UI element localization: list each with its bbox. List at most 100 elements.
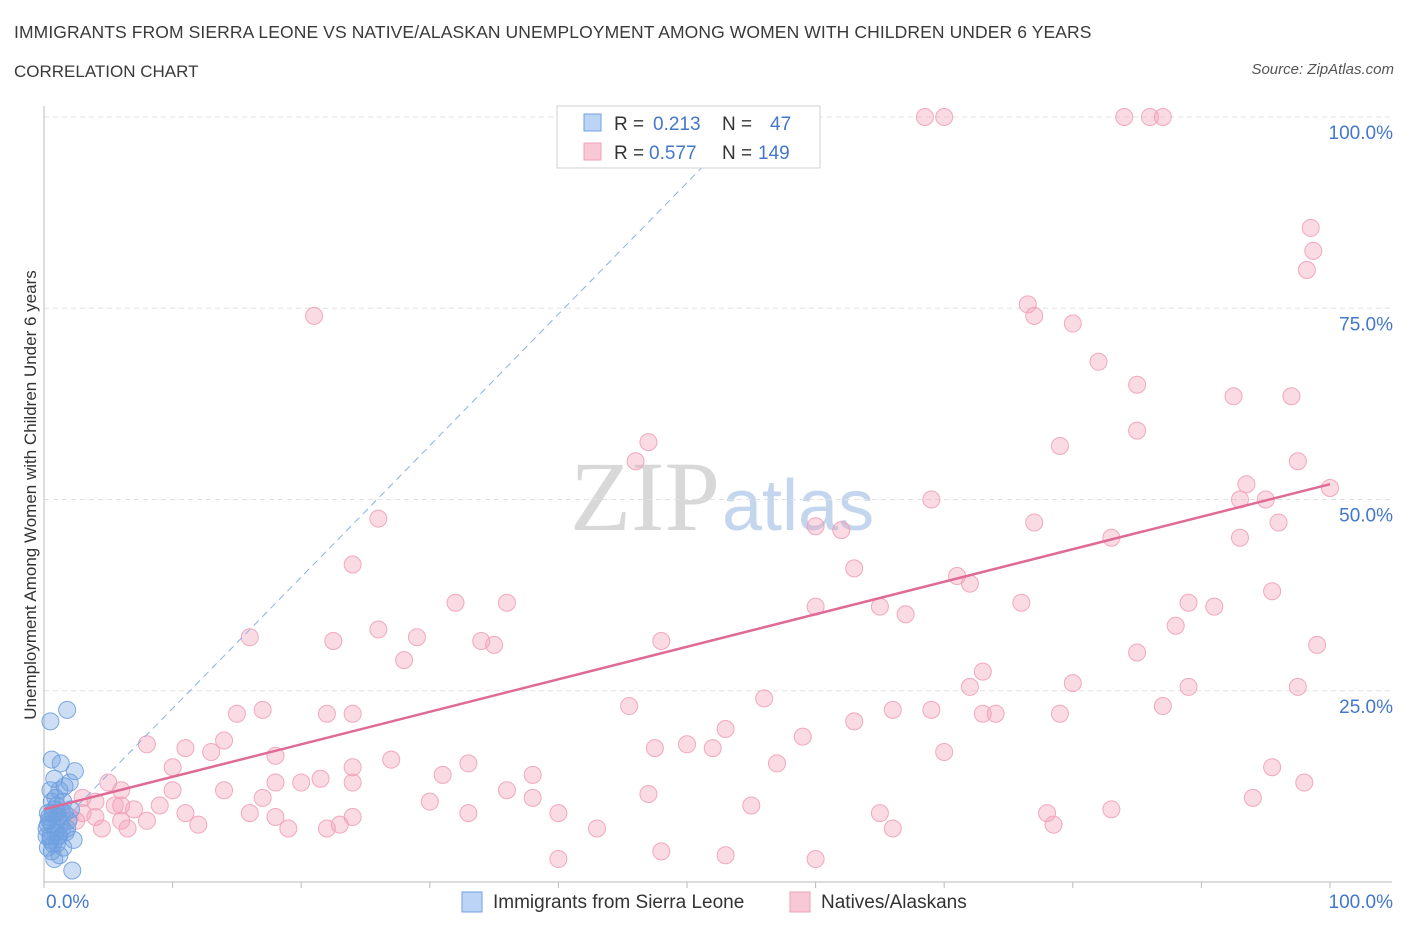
- stats-r-value: 0.577: [649, 143, 697, 164]
- point-natives-66: [343, 704, 362, 723]
- stats-n-value: 149: [758, 143, 790, 164]
- point-sierra-leone-45: [47, 811, 66, 830]
- point-natives-124: [523, 788, 542, 807]
- point-natives-13: [1018, 295, 1037, 314]
- point-natives-135: [459, 804, 478, 823]
- point-natives-127: [870, 804, 889, 823]
- point-natives-141: [935, 742, 954, 761]
- point-sierra-leone-4: [65, 762, 84, 781]
- point-natives-70: [986, 704, 1005, 723]
- point-natives-134: [1044, 815, 1063, 834]
- point-natives-46: [896, 605, 915, 624]
- point-natives-82: [137, 735, 156, 754]
- y-tick-label-1: 50.0%: [1339, 506, 1393, 527]
- point-natives-65: [317, 704, 336, 723]
- point-natives-34: [343, 555, 362, 574]
- point-natives-68: [1153, 697, 1172, 716]
- point-natives-19: [639, 433, 658, 452]
- point-natives-85: [433, 765, 452, 784]
- point-natives-25: [922, 490, 941, 509]
- point-natives-89: [266, 773, 285, 792]
- legend-label-natives: Natives/Alaskans: [821, 892, 967, 913]
- trend-line-sierra-leone: [43, 116, 752, 841]
- point-natives-22: [1237, 475, 1256, 494]
- x-tick-label-0: 0.0%: [46, 892, 89, 913]
- point-natives-58: [973, 662, 992, 681]
- point-natives-86: [459, 754, 478, 773]
- point-natives-33: [369, 509, 388, 528]
- point-natives-91: [311, 769, 330, 788]
- point-natives-74: [845, 712, 864, 731]
- point-natives-105: [240, 804, 259, 823]
- point-natives-4: [1140, 108, 1159, 126]
- point-natives-97: [253, 788, 272, 807]
- point-natives-59: [1063, 674, 1082, 693]
- point-natives-20: [626, 452, 645, 471]
- stats-r-label: R =: [614, 114, 644, 135]
- point-natives-72: [883, 700, 902, 719]
- point-natives-42: [1012, 593, 1031, 612]
- point-natives-38: [1263, 582, 1282, 601]
- legend-swatch-pink: [789, 891, 811, 913]
- y-tick-label-0: 25.0%: [1339, 697, 1393, 718]
- point-natives-112: [112, 811, 131, 830]
- point-natives-63: [253, 700, 272, 719]
- point-natives-80: [202, 742, 221, 761]
- point-natives-125: [639, 785, 658, 804]
- chart-subtitle: CORRELATION CHART: [14, 62, 199, 81]
- point-sierra-leone-1: [58, 700, 77, 719]
- legend-swatch-blue: [461, 891, 483, 913]
- bottom-legend: Immigrants from Sierra Leone Natives/Ala…: [461, 891, 967, 913]
- point-natives-7: [1304, 241, 1323, 260]
- point-natives-3: [1115, 108, 1134, 126]
- point-sierra-leone-25: [64, 830, 83, 849]
- point-natives-132: [1295, 773, 1314, 792]
- stats-swatch-blue: [583, 113, 602, 132]
- point-natives-138: [716, 846, 735, 865]
- point-natives-121: [497, 781, 516, 800]
- point-natives-77: [678, 735, 696, 754]
- point-natives-83: [382, 750, 401, 769]
- axes: [43, 106, 1392, 888]
- y-axis-label: Unemployment Among Women with Children U…: [21, 270, 40, 719]
- point-sierra-leone-33: [63, 861, 82, 880]
- point-natives-30: [1269, 513, 1288, 532]
- point-natives-140: [587, 819, 606, 838]
- stats-legend: R = 0.213 N = 47 R = 0.577 N = 149: [556, 105, 821, 169]
- point-natives-31: [1230, 528, 1249, 547]
- stats-r-value: 0.213: [653, 114, 701, 135]
- point-natives-39: [1205, 597, 1224, 616]
- point-natives-47: [1166, 616, 1185, 635]
- tick-labels: 25.0% 50.0% 75.0% 100.0% 0.0% 100.0%: [46, 123, 1393, 913]
- point-natives-100: [150, 796, 169, 815]
- stats-swatch-pink: [583, 142, 602, 161]
- point-natives-1: [915, 108, 934, 126]
- point-natives-75: [716, 720, 735, 738]
- point-natives-55: [1308, 635, 1327, 654]
- point-natives-144: [645, 739, 664, 758]
- point-natives-41: [497, 593, 516, 612]
- stats-n-value: 47: [770, 114, 791, 135]
- point-natives-78: [703, 739, 722, 758]
- data-points: [37, 108, 1339, 880]
- chart-title: IMMIGRANTS FROM SIERRA LEONE VS NATIVE/A…: [14, 22, 1092, 42]
- point-natives-117: [330, 815, 349, 834]
- point-natives-104: [176, 804, 195, 823]
- point-sierra-leone-46: [38, 815, 57, 834]
- point-sierra-leone-42: [37, 827, 56, 846]
- point-natives-18: [1050, 436, 1069, 455]
- point-natives-40: [446, 593, 465, 612]
- point-natives-28: [806, 517, 825, 536]
- point-natives-139: [806, 850, 825, 869]
- point-natives-136: [549, 850, 568, 869]
- y-tick-label-2: 75.0%: [1339, 314, 1393, 335]
- point-natives-94: [99, 773, 118, 792]
- point-natives-71: [1050, 704, 1069, 723]
- point-natives-87: [523, 765, 542, 784]
- point-natives-111: [86, 807, 105, 826]
- point-sierra-leone-32: [45, 850, 64, 869]
- point-natives-115: [279, 819, 298, 838]
- point-natives-67: [755, 689, 774, 708]
- point-natives-131: [1263, 758, 1282, 777]
- point-natives-6: [1301, 218, 1320, 237]
